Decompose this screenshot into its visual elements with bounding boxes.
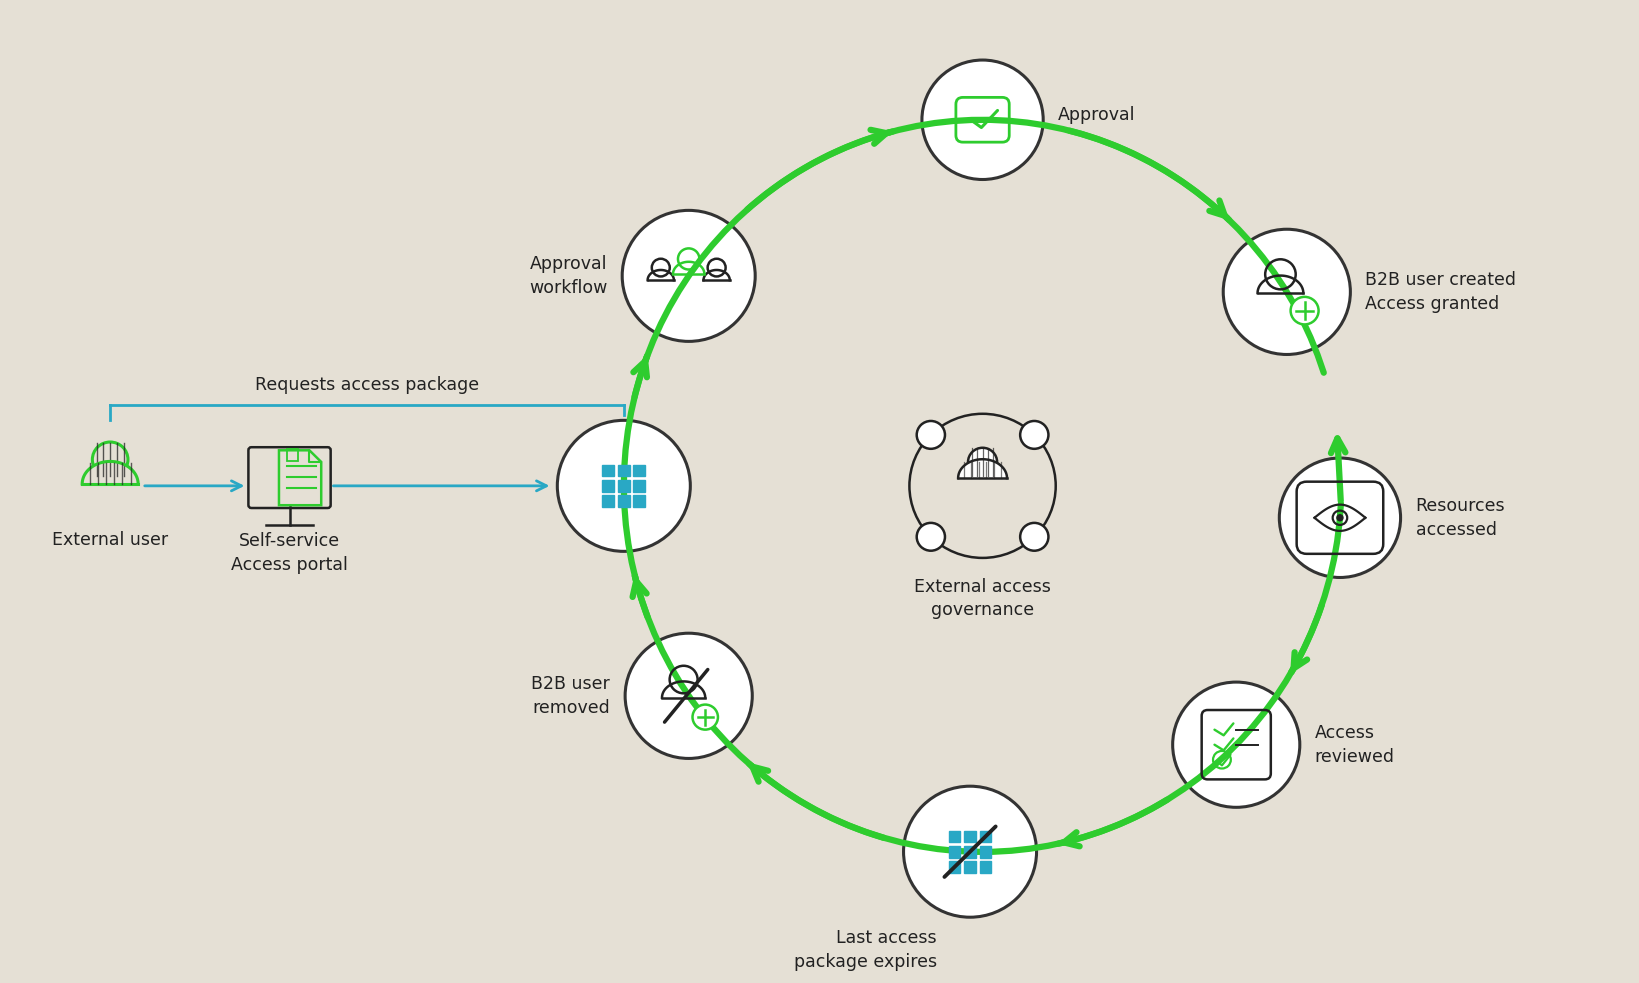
Polygon shape: [279, 450, 321, 505]
Circle shape: [624, 633, 752, 759]
Circle shape: [1223, 229, 1351, 355]
Bar: [603, 480, 615, 492]
Circle shape: [916, 523, 946, 550]
Bar: [287, 449, 298, 461]
Circle shape: [916, 421, 946, 449]
Bar: [980, 831, 992, 842]
Bar: [980, 861, 992, 873]
Text: Requests access package: Requests access package: [256, 376, 479, 393]
Circle shape: [693, 705, 718, 729]
Text: External user: External user: [52, 531, 169, 549]
Text: Resources
accessed: Resources accessed: [1416, 497, 1505, 539]
Circle shape: [1337, 515, 1342, 521]
Circle shape: [969, 448, 997, 477]
Bar: [964, 846, 975, 857]
Bar: [603, 465, 615, 477]
Circle shape: [903, 786, 1036, 917]
Bar: [633, 495, 646, 507]
Text: B2B user created
Access granted: B2B user created Access granted: [1365, 271, 1516, 313]
Text: External access
governance: External access governance: [915, 578, 1051, 619]
Text: Access
reviewed: Access reviewed: [1314, 723, 1395, 766]
Bar: [980, 846, 992, 857]
Bar: [633, 480, 646, 492]
Text: B2B user
removed: B2B user removed: [531, 675, 610, 717]
Bar: [618, 495, 629, 507]
Text: Self-service
Access portal: Self-service Access portal: [231, 532, 347, 574]
Bar: [964, 831, 975, 842]
Bar: [949, 831, 960, 842]
Text: Last access
package expires: Last access package expires: [793, 929, 938, 970]
Text: Approval: Approval: [1059, 106, 1136, 124]
Circle shape: [1280, 458, 1401, 577]
Bar: [618, 465, 629, 477]
Bar: [603, 495, 615, 507]
Circle shape: [557, 421, 690, 551]
Circle shape: [1019, 421, 1049, 449]
Bar: [964, 861, 975, 873]
Bar: [618, 480, 629, 492]
Circle shape: [1290, 297, 1319, 324]
Circle shape: [1172, 682, 1300, 807]
Bar: [949, 861, 960, 873]
Circle shape: [1019, 523, 1049, 550]
Circle shape: [623, 210, 756, 341]
Bar: [949, 846, 960, 857]
Text: Approval
workflow: Approval workflow: [529, 255, 608, 297]
Circle shape: [921, 60, 1042, 180]
FancyBboxPatch shape: [249, 447, 331, 508]
Bar: [633, 465, 646, 477]
